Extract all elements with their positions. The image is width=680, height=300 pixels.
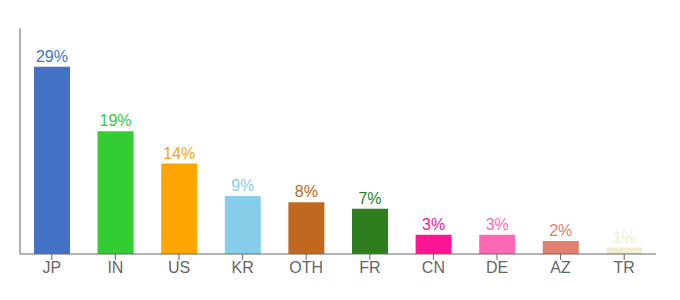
svg-text:US: US	[168, 259, 190, 276]
svg-text:AZ: AZ	[550, 259, 571, 276]
svg-text:19%: 19%	[100, 112, 132, 129]
svg-text:3%: 3%	[422, 216, 445, 233]
svg-text:9%: 9%	[231, 177, 254, 194]
svg-text:DE: DE	[486, 259, 508, 276]
svg-text:TR: TR	[614, 259, 635, 276]
svg-text:7%: 7%	[358, 190, 381, 207]
svg-text:2%: 2%	[549, 222, 572, 239]
svg-text:KR: KR	[231, 259, 253, 276]
svg-text:8%: 8%	[295, 183, 318, 200]
svg-text:IN: IN	[107, 259, 123, 276]
svg-text:FR: FR	[359, 259, 380, 276]
svg-text:OTH: OTH	[289, 259, 323, 276]
svg-text:3%: 3%	[486, 216, 509, 233]
svg-text:JP: JP	[42, 259, 61, 276]
svg-text:CN: CN	[422, 259, 445, 276]
svg-text:29%: 29%	[36, 48, 68, 65]
svg-text:14%: 14%	[163, 145, 195, 162]
svg-text:1%: 1%	[613, 229, 636, 246]
